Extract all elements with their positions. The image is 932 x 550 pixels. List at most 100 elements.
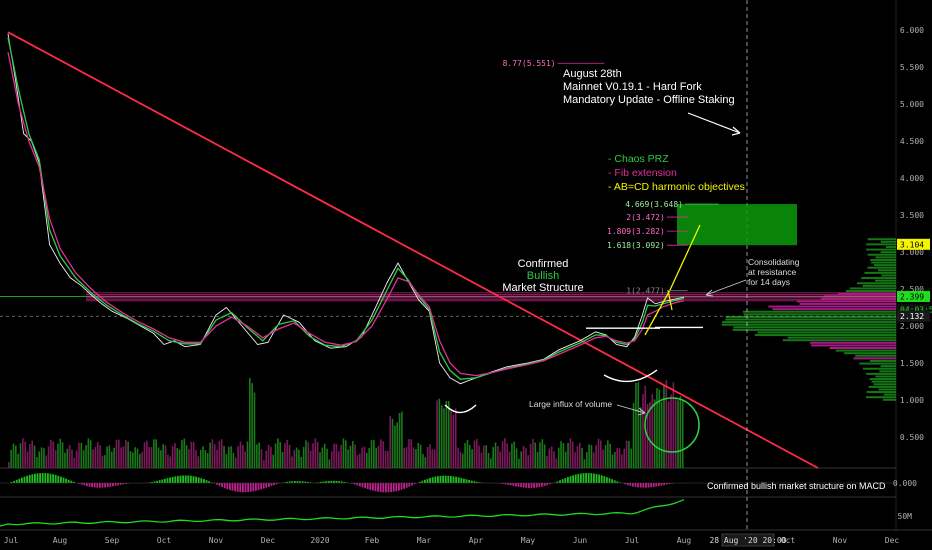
macd-bar bbox=[645, 483, 647, 488]
x-tick-label: Sep bbox=[105, 536, 120, 545]
volume-profile-bar bbox=[797, 300, 896, 303]
volume-bar bbox=[485, 445, 487, 468]
macd-bar bbox=[291, 481, 294, 483]
volume-bar bbox=[307, 442, 310, 468]
volume-profile-bar bbox=[757, 331, 896, 334]
macd-bar bbox=[421, 480, 424, 483]
volume-bar bbox=[120, 447, 122, 468]
volume-bar bbox=[330, 451, 333, 468]
volume-bar bbox=[281, 451, 284, 468]
macd-bar bbox=[171, 476, 174, 483]
macd-bar bbox=[613, 480, 616, 483]
macd-bar bbox=[567, 477, 569, 483]
volume-bar bbox=[550, 446, 553, 468]
volume-bar bbox=[171, 446, 174, 468]
volume-bar bbox=[312, 443, 314, 468]
macd-bar bbox=[530, 483, 533, 488]
volume-bar bbox=[513, 441, 516, 468]
macd-bar bbox=[470, 480, 473, 483]
macd-bar bbox=[387, 483, 390, 493]
volume-bar bbox=[361, 447, 363, 468]
volume-bar bbox=[136, 448, 139, 468]
volume-bar bbox=[45, 455, 48, 468]
volume-bar bbox=[227, 446, 230, 468]
volume-profile-bar bbox=[743, 313, 896, 316]
macd-bar bbox=[637, 483, 639, 488]
volume-bar bbox=[480, 452, 483, 468]
volume-bar bbox=[122, 446, 125, 468]
macd-note: Confirmed bullish market structure on MA… bbox=[707, 481, 886, 491]
volume-bar bbox=[672, 382, 675, 468]
volume-bar bbox=[52, 441, 55, 468]
volume-bar bbox=[349, 445, 352, 468]
macd-bar bbox=[320, 481, 322, 483]
macd-bar bbox=[522, 483, 525, 488]
macd-bar bbox=[405, 483, 408, 488]
macd-bar bbox=[236, 483, 239, 492]
volume-bar bbox=[433, 449, 436, 468]
volume-bar bbox=[96, 442, 99, 468]
volume-bar bbox=[190, 441, 193, 468]
macd-bar bbox=[93, 483, 96, 488]
y-tick-label: 2.000 bbox=[900, 322, 924, 331]
macd-bar bbox=[156, 480, 158, 483]
volume-bar bbox=[337, 451, 340, 468]
macd-bar bbox=[632, 483, 634, 487]
volume-bar bbox=[508, 451, 511, 468]
macd-bar bbox=[333, 480, 335, 483]
volume-bar bbox=[468, 444, 471, 468]
volume-bar bbox=[506, 443, 509, 468]
volume-bar bbox=[260, 449, 263, 468]
volume-bar bbox=[499, 451, 501, 468]
volume-bar bbox=[457, 447, 459, 468]
volume-bar bbox=[534, 442, 537, 468]
macd-bar bbox=[101, 483, 104, 488]
volume-bar bbox=[272, 454, 275, 468]
volume-profile-bar bbox=[733, 326, 896, 329]
macd-bar bbox=[338, 481, 340, 483]
structure-note-line: Bullish bbox=[527, 270, 559, 282]
volume-bar bbox=[581, 447, 583, 468]
macd-bar bbox=[447, 475, 450, 483]
macd-bar bbox=[587, 473, 590, 483]
macd-bar bbox=[608, 478, 611, 483]
volume-profile-bar bbox=[868, 385, 896, 388]
volume-bar bbox=[450, 409, 452, 468]
macd-bar bbox=[463, 478, 465, 483]
volume-bar bbox=[651, 393, 654, 468]
volume-profile-bar bbox=[870, 258, 896, 261]
macd-bar bbox=[457, 477, 460, 483]
volume-bar bbox=[134, 447, 136, 468]
fib-level-label: 2(3.472) bbox=[626, 213, 665, 222]
volume-bar bbox=[403, 447, 406, 468]
macd-bar bbox=[369, 483, 372, 490]
volume-bar bbox=[424, 457, 427, 468]
volume-profile-bar bbox=[862, 367, 896, 370]
fib-level-label: 1.618(3.092) bbox=[607, 241, 665, 250]
volume-bar bbox=[525, 448, 527, 468]
macd-bar bbox=[561, 479, 564, 483]
volume-bar bbox=[314, 438, 317, 468]
volume-bar bbox=[356, 455, 359, 468]
price-label-box bbox=[897, 304, 930, 316]
macd-bar bbox=[650, 483, 652, 488]
y-tick-label: 4.500 bbox=[900, 137, 924, 146]
volume-bar bbox=[64, 452, 66, 468]
volume-bar bbox=[342, 438, 345, 468]
volume-bar bbox=[256, 444, 258, 468]
volume-bar bbox=[305, 440, 307, 468]
macd-bar bbox=[392, 483, 395, 492]
volume-bar bbox=[204, 450, 207, 468]
macd-bar bbox=[411, 483, 413, 486]
macd-bar bbox=[634, 483, 637, 487]
macd-bar bbox=[205, 480, 208, 483]
volume-profile-bar bbox=[859, 362, 896, 365]
macd-bar bbox=[390, 483, 392, 493]
volume-bar bbox=[436, 400, 438, 468]
macd-bar bbox=[473, 481, 476, 483]
volume-bar bbox=[380, 439, 382, 468]
volume-profile-bar bbox=[856, 282, 896, 285]
volume-bar bbox=[417, 442, 420, 468]
resistance-band bbox=[86, 292, 896, 302]
